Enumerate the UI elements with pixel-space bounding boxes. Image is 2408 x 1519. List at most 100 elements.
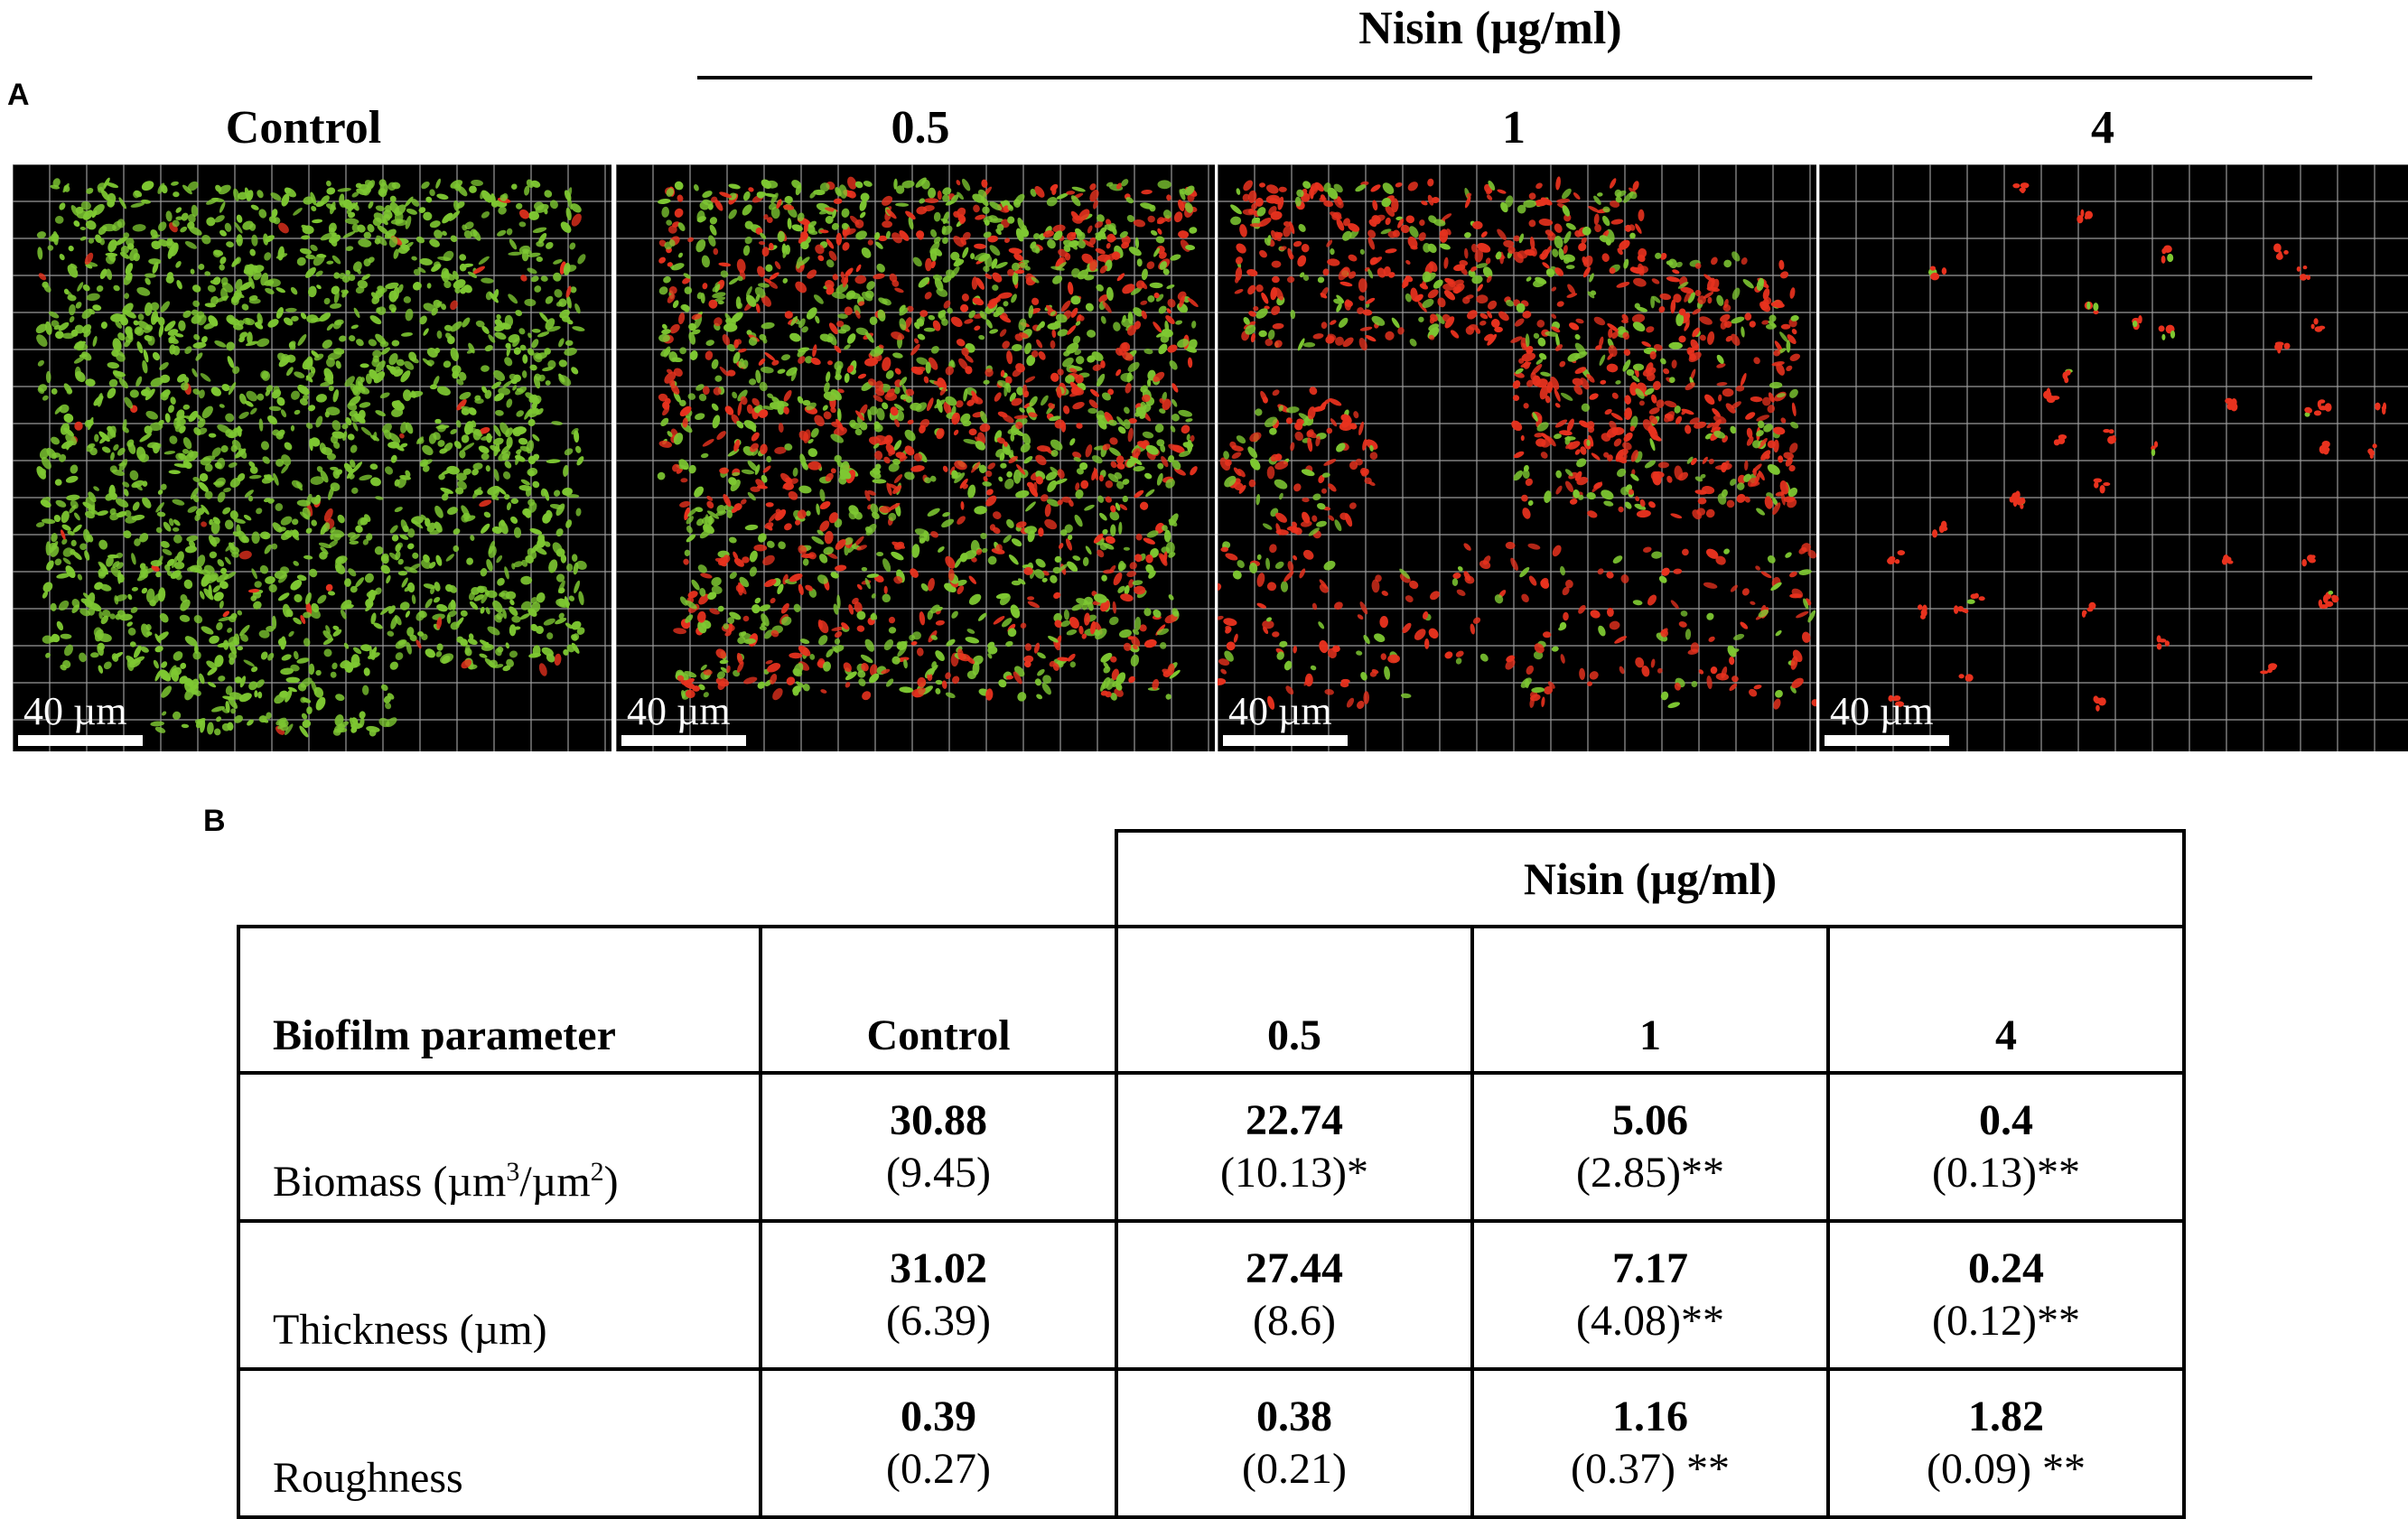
bacteria-cell [551,420,563,425]
bacteria-cell [701,189,714,199]
bacteria-cell [1563,230,1573,245]
bacteria-cell [1744,460,1749,471]
bacteria-cell [362,685,369,694]
bacteria-cell [1298,567,1307,579]
bacteria-cell [761,553,777,567]
bacteria-cell [1187,296,1199,308]
bacteria-cell [1740,372,1748,387]
bacteria-cell [444,553,455,563]
bacteria-cell [213,728,221,737]
bacteria-cell [479,522,491,535]
micrograph-nisin-1: 40 µm [1218,164,1816,751]
bacteria-cell [1383,666,1391,680]
bacteria-cell [97,665,104,675]
bacteria-cell [1632,276,1647,288]
bacteria-cell [219,264,226,271]
bacteria-cell [782,389,793,403]
bacteria-cell [546,459,561,463]
bacteria-cell [1259,182,1265,188]
bacteria-cell [1357,613,1365,620]
bacteria-cell [819,489,826,502]
bacteria-cell [1143,638,1158,649]
bacteria-cell [469,185,478,193]
bacteria-cell [455,420,462,429]
bacteria-cell [207,284,218,294]
bacteria-cell [546,632,554,639]
bacteria-cell [1730,315,1745,325]
bacteria-cell [1479,652,1489,663]
bacteria-cell [182,723,190,728]
bacteria-cell [719,269,730,279]
bacteria-cell [1706,331,1715,345]
bacteria-cell [872,479,886,484]
bacteria-cell [1520,592,1531,604]
bacteria-cell [484,344,494,353]
bacteria-cell [1508,556,1519,572]
bacteria-cell [964,318,975,325]
bacteria-cell [1622,258,1629,269]
bacteria-cell [1535,182,1544,190]
bacteria-cell [1079,480,1089,489]
scale-bar [1223,735,1348,746]
bacteria-cell [1358,294,1366,302]
bacteria-cell [992,510,1003,521]
bacteria-cell [1255,494,1261,506]
bacteria-cell [303,554,313,560]
bacteria-cell [1250,333,1256,343]
bacteria-cell [687,392,696,401]
bacteria-cell [331,388,340,403]
bacteria-cell [1051,330,1057,339]
bacteria-cell [847,603,854,615]
micrograph-control-image [13,164,611,751]
bacteria-cell [1606,322,1619,333]
bacteria-cell [1050,340,1055,349]
bacteria-cell [1527,574,1538,587]
bacteria-cell [728,182,741,190]
bacteria-cell [92,485,100,492]
bacteria-cell [448,299,459,312]
bacteria-cell [1166,343,1179,355]
bacteria-cell [61,545,75,559]
bacteria-cell [1671,359,1677,368]
bacteria-cell [1470,623,1476,635]
bacteria-cell [129,606,138,615]
bacteria-cell [895,202,909,207]
bacteria-cell [1788,352,1801,363]
bacteria-cell [531,480,541,489]
bacteria-cell [1678,620,1688,629]
bacteria-cell [296,333,308,348]
bacteria-cell [1626,369,1634,377]
bacteria-cell [1778,455,1784,463]
bacteria-cell [1659,357,1667,366]
bacteria-cell [243,514,253,522]
bacteria-cell [1149,282,1162,288]
bacteria-cell [1144,488,1156,498]
bacteria-cell [658,198,671,205]
bacteria-cell [269,191,283,202]
bacteria-cell [54,499,67,508]
bacteria-cell [892,352,904,359]
bacteria-cell [765,265,772,272]
bacteria-cell [855,264,863,273]
bacteria-cell [331,419,342,433]
bacteria-cell [1785,364,1793,372]
bacteria-cell [41,580,54,594]
bacteria-cell [784,195,793,204]
bacteria-cell [661,207,670,219]
bacteria-cell [174,260,182,269]
bacteria-cell [1784,551,1793,559]
bacteria-cell [929,228,938,238]
bacteria-cell [961,247,970,259]
bacteria-cell [1569,498,1578,506]
bacteria-cell [1028,305,1034,319]
panel-label-a: A [7,78,30,113]
bacteria-cell [553,489,562,498]
bacteria-cell [1143,472,1153,480]
bacteria-cell [411,280,424,292]
bacteria-cell [1741,277,1755,290]
bacteria-cell [510,182,518,191]
bacteria-cell [884,586,888,594]
bacteria-cell [1755,507,1766,517]
bacteria-cell [911,256,924,268]
bacteria-cell [1166,284,1175,290]
